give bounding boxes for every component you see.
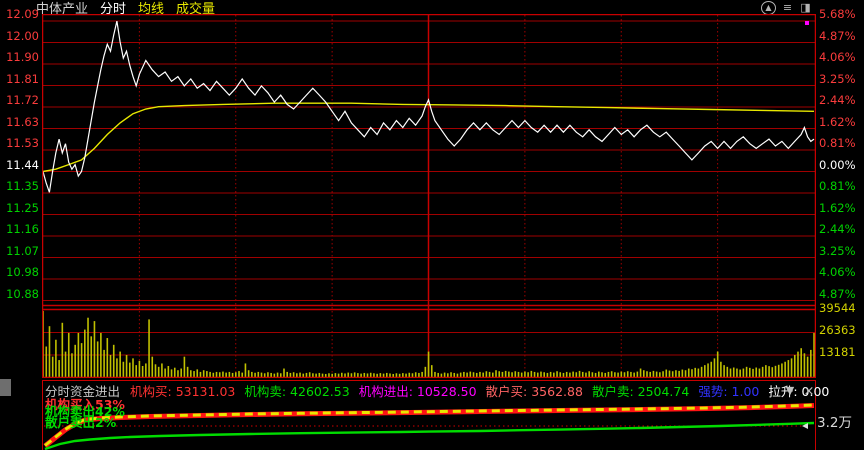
tab-junxian[interactable]: 均线 <box>138 2 165 17</box>
axis-label: 11.53 <box>6 136 39 150</box>
axis-label: 11.16 <box>6 222 39 236</box>
fund-flow-scale-label: 3.2万 <box>817 415 852 431</box>
axis-label: 13181 <box>819 345 856 359</box>
fund-flow-label: 散户卖出2% <box>45 415 117 430</box>
tab-chengjiaoliang[interactable]: 成交量 <box>176 2 216 17</box>
status-item: 散户卖: 2504.74 <box>591 384 690 399</box>
axis-label: 11.90 <box>6 50 39 64</box>
stock-name[interactable]: 中体产业 <box>36 2 89 17</box>
axis-label: 4.06% <box>819 265 856 279</box>
axis-label: 0.00% <box>819 157 856 172</box>
axis-label: 39544 <box>819 301 856 315</box>
axis-label: 4.87% <box>819 28 856 43</box>
axis-label: 12.09 <box>6 7 39 21</box>
axis-label: 11.44 <box>6 157 39 172</box>
status-item: 拉升: 0.00 <box>768 384 830 399</box>
axis-label: 3.25% <box>819 243 856 258</box>
status-item: 机构进出: 10528.50 <box>358 384 477 399</box>
status-item: 强势: 1.00 <box>698 384 760 399</box>
axis-label: 11.25 <box>6 200 39 215</box>
axis-label: 12.00 <box>6 28 39 43</box>
chart-header: 中体产业 分时 均线 成交量 <box>36 0 227 17</box>
status-item: 机构买: 53131.03 <box>130 384 236 399</box>
fund-flow-statusbar: 分时资金进出 机构买: 53131.03 机构卖: 42602.53 机构进出: 1… <box>45 383 838 399</box>
subwindow-title: 分时资金进出 <box>45 384 121 399</box>
chevron-down-icon[interactable]: ▼ <box>785 384 795 397</box>
axis-label: 11.35 <box>6 179 39 193</box>
axis-label: 26363 <box>819 323 856 337</box>
status-item: 机构卖: 42602.53 <box>244 384 350 399</box>
axis-label: 2.44% <box>819 222 856 236</box>
corner-box <box>0 379 11 396</box>
marker-dot <box>805 21 809 25</box>
header-icon-group: ▲ ≡ ◨ <box>761 1 812 15</box>
fund-flow-subwindow <box>42 380 816 450</box>
axis-label: 10.98 <box>6 265 39 279</box>
split-panel-icon[interactable]: ◨ <box>800 1 811 14</box>
status-item: 散户买: 3562.88 <box>485 384 583 399</box>
fund-flow-chart[interactable] <box>42 398 816 450</box>
axis-label: 2.44% <box>819 93 856 107</box>
axis-label: 0.81% <box>819 179 856 193</box>
fund-flow-label: 机构买入53% <box>45 397 125 412</box>
axis-label: 0.81% <box>819 136 856 150</box>
fund-flow-label: 机构卖出42% <box>45 404 125 419</box>
axis-label: 10.88 <box>6 286 39 301</box>
arrow-up-circle-icon[interactable]: ▲ <box>761 1 776 15</box>
axis-label: 11.72 <box>6 93 39 107</box>
axis-label: 5.68% <box>819 7 856 21</box>
axis-label: 11.63 <box>6 114 39 129</box>
axis-label: 3.25% <box>819 71 856 86</box>
axis-label: 11.81 <box>6 71 39 86</box>
axis-label: 4.06% <box>819 50 856 64</box>
intraday-chart[interactable] <box>42 14 816 378</box>
axis-label: 4.87% <box>819 286 856 301</box>
tab-fenshi[interactable]: 分时 <box>100 2 127 17</box>
close-icon[interactable]: × <box>803 384 815 399</box>
axis-label: 1.62% <box>819 200 856 215</box>
menu-icon[interactable]: ≡ <box>782 1 793 14</box>
axis-label: 1.62% <box>819 114 856 129</box>
axis-label: 11.07 <box>6 243 39 258</box>
